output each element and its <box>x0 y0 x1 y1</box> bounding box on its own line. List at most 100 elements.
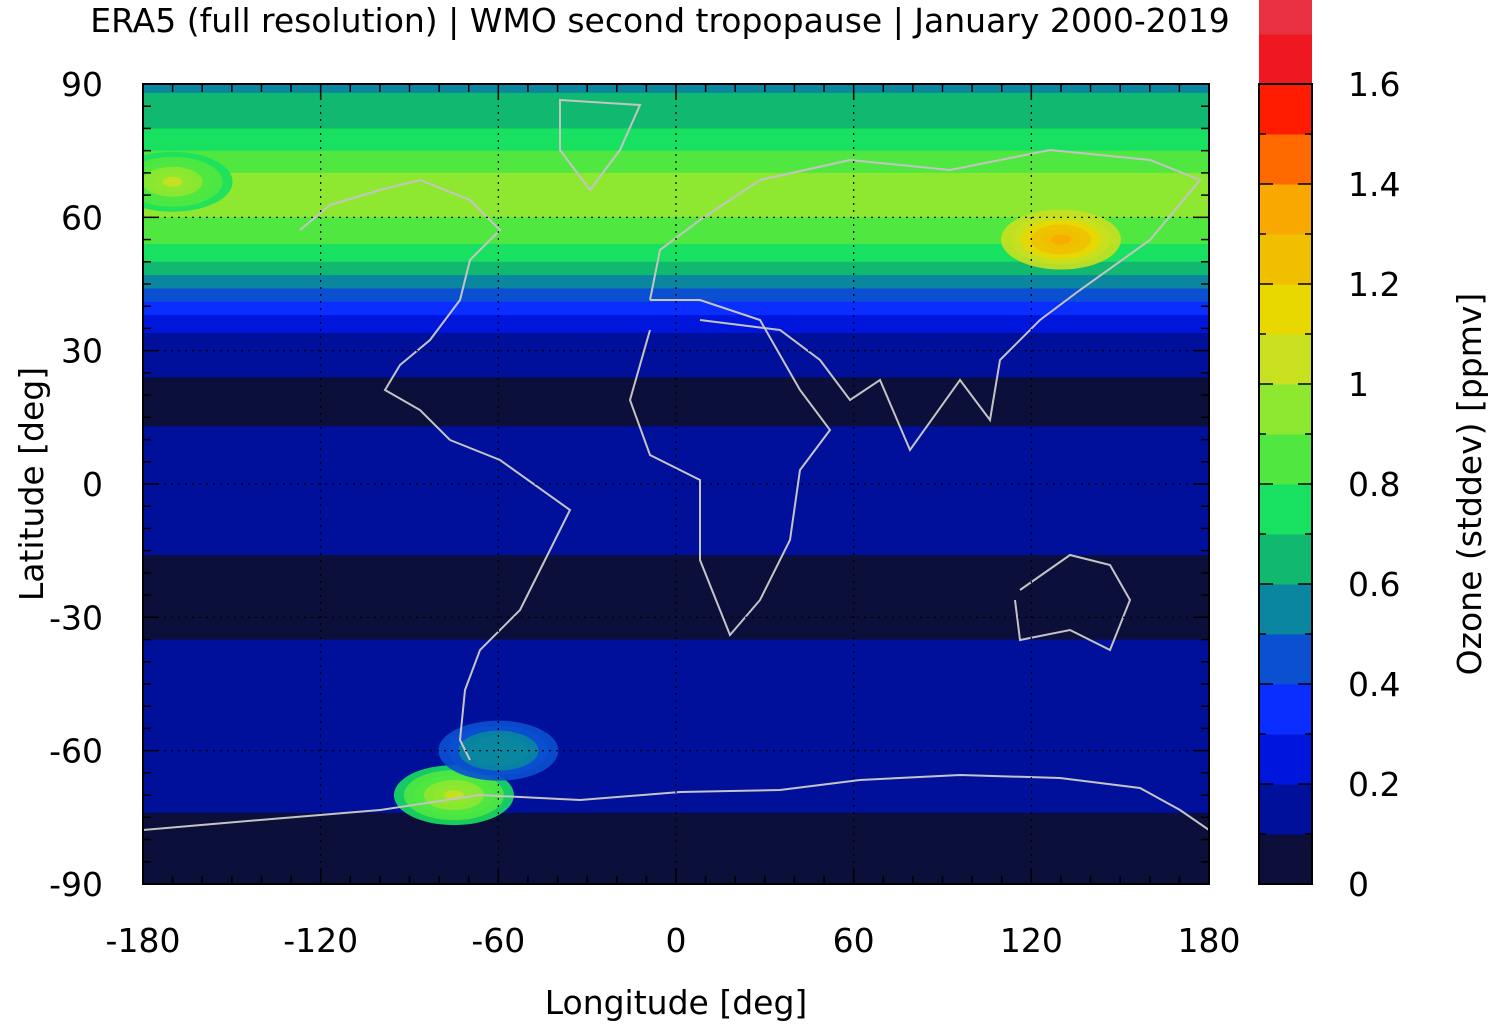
heatmap-band <box>143 604 1209 610</box>
heatmap-band <box>143 199 1209 205</box>
heatmap-band <box>143 461 1209 467</box>
colorbar-tick-label: 1.2 <box>1348 265 1400 304</box>
heatmap-band <box>143 106 1209 112</box>
coastline-africa <box>628 299 832 637</box>
grid-lines <box>143 84 1209 884</box>
heatmap-band <box>143 372 1209 378</box>
x-tick-label: 180 <box>1178 921 1241 960</box>
heatmap-band <box>143 359 1209 365</box>
heatmap-band <box>143 261 1209 267</box>
heatmap-band <box>143 675 1209 681</box>
heatmap-band <box>143 519 1209 525</box>
chart-title: ERA5 (full resolution) | WMO second trop… <box>90 1 1230 40</box>
heatmap-band <box>143 484 1209 490</box>
heatmap-band <box>143 581 1209 587</box>
heatmap-band <box>143 532 1209 538</box>
colorbar-swatch <box>1259 384 1312 435</box>
heatmap-band <box>143 808 1209 814</box>
heatmap-band <box>143 506 1209 512</box>
heatmap-band <box>143 595 1209 601</box>
heatmap-band <box>143 181 1209 187</box>
plot-area <box>142 83 1210 885</box>
y-axis-label: Latitude [deg] <box>12 367 51 601</box>
heatmap-band <box>143 364 1209 370</box>
coastline-south-america <box>449 439 572 761</box>
heatmap-band <box>143 737 1209 743</box>
heatmap-band <box>143 101 1209 107</box>
colorbar-tick-label: 0.4 <box>1348 665 1400 704</box>
heatmap-hotspot <box>393 765 514 826</box>
y-tick-label: 90 <box>61 65 103 104</box>
hotspot-contour <box>1050 234 1071 245</box>
heatmap-band <box>143 119 1209 125</box>
heatmap-band <box>143 661 1209 667</box>
heatmap-band <box>143 350 1209 356</box>
heatmap-band <box>143 764 1209 770</box>
heatmap-band <box>143 857 1209 863</box>
colorbar-swatch <box>1259 584 1312 635</box>
heatmap-band <box>143 190 1209 196</box>
heatmap-band <box>143 701 1209 707</box>
heatmap-band <box>143 746 1209 752</box>
heatmap-band <box>143 399 1209 405</box>
heatmap-band <box>143 230 1209 236</box>
heatmap-band <box>143 279 1209 285</box>
heatmap-band <box>143 555 1209 561</box>
heatmap-band <box>143 324 1209 330</box>
x-tick-labels: -180 -120 -60 0 60 120 180 <box>106 921 1241 960</box>
heatmap-band <box>143 275 1209 281</box>
heatmap-band <box>143 381 1209 387</box>
y-tick-label: 30 <box>61 332 103 371</box>
heatmap-band <box>143 217 1209 223</box>
heatmap-band <box>143 559 1209 565</box>
heatmap-band <box>143 692 1209 698</box>
heatmap-hotspot <box>1000 209 1121 270</box>
heatmap-band <box>143 315 1209 321</box>
colorbar-swatch <box>1259 534 1312 585</box>
heatmap-band <box>143 688 1209 694</box>
heatmap-band <box>143 759 1209 765</box>
heatmap-band <box>143 839 1209 845</box>
heatmap-band <box>143 155 1209 161</box>
x-tick-label: 60 <box>833 921 875 960</box>
colorbar-tick-label: 0.8 <box>1348 465 1400 504</box>
x-tick-label: -120 <box>283 921 358 960</box>
heatmap-band <box>143 750 1209 756</box>
heatmap-band <box>143 541 1209 547</box>
heatmap-band <box>143 386 1209 392</box>
y-tick-labels: 90 60 30 0 -30 -60 -90 <box>49 65 103 904</box>
coastline-greenland <box>559 98 642 192</box>
heatmap-band <box>143 697 1209 703</box>
colorbar-swatch <box>1259 184 1312 235</box>
heatmap-band <box>143 115 1209 121</box>
heatmap-band <box>143 226 1209 232</box>
colorbar-swatch <box>1259 234 1312 285</box>
heatmap-band <box>143 799 1209 805</box>
heatmap-band <box>143 408 1209 414</box>
colorbar-swatch <box>1259 134 1312 185</box>
colorbar-swatch <box>1259 634 1312 685</box>
colorbar-swatch <box>1259 0 1312 35</box>
heatmap-band <box>143 630 1209 636</box>
heatmap-band <box>143 212 1209 218</box>
heatmap-band <box>143 492 1209 498</box>
heatmap-band <box>143 239 1209 245</box>
coastline-antarctica <box>143 773 1209 831</box>
x-axis-label: Longitude [deg] <box>545 983 808 1022</box>
colorbar-swatch <box>1259 484 1312 535</box>
y-tick-label: -60 <box>49 732 103 771</box>
heatmap-band <box>143 710 1209 716</box>
heatmap-band <box>143 577 1209 583</box>
colorbar <box>1259 0 1312 885</box>
heatmap-band <box>143 252 1209 258</box>
colorbar-swatch <box>1259 34 1312 85</box>
heatmap-band <box>143 150 1209 156</box>
heatmap-band <box>143 186 1209 192</box>
heatmap-band <box>143 648 1209 654</box>
heatmap-band <box>143 639 1209 645</box>
heatmap-band <box>143 395 1209 401</box>
heatmap-band <box>143 266 1209 272</box>
heatmap-band <box>143 137 1209 143</box>
colorbar-tick-label: 0.6 <box>1348 565 1400 604</box>
